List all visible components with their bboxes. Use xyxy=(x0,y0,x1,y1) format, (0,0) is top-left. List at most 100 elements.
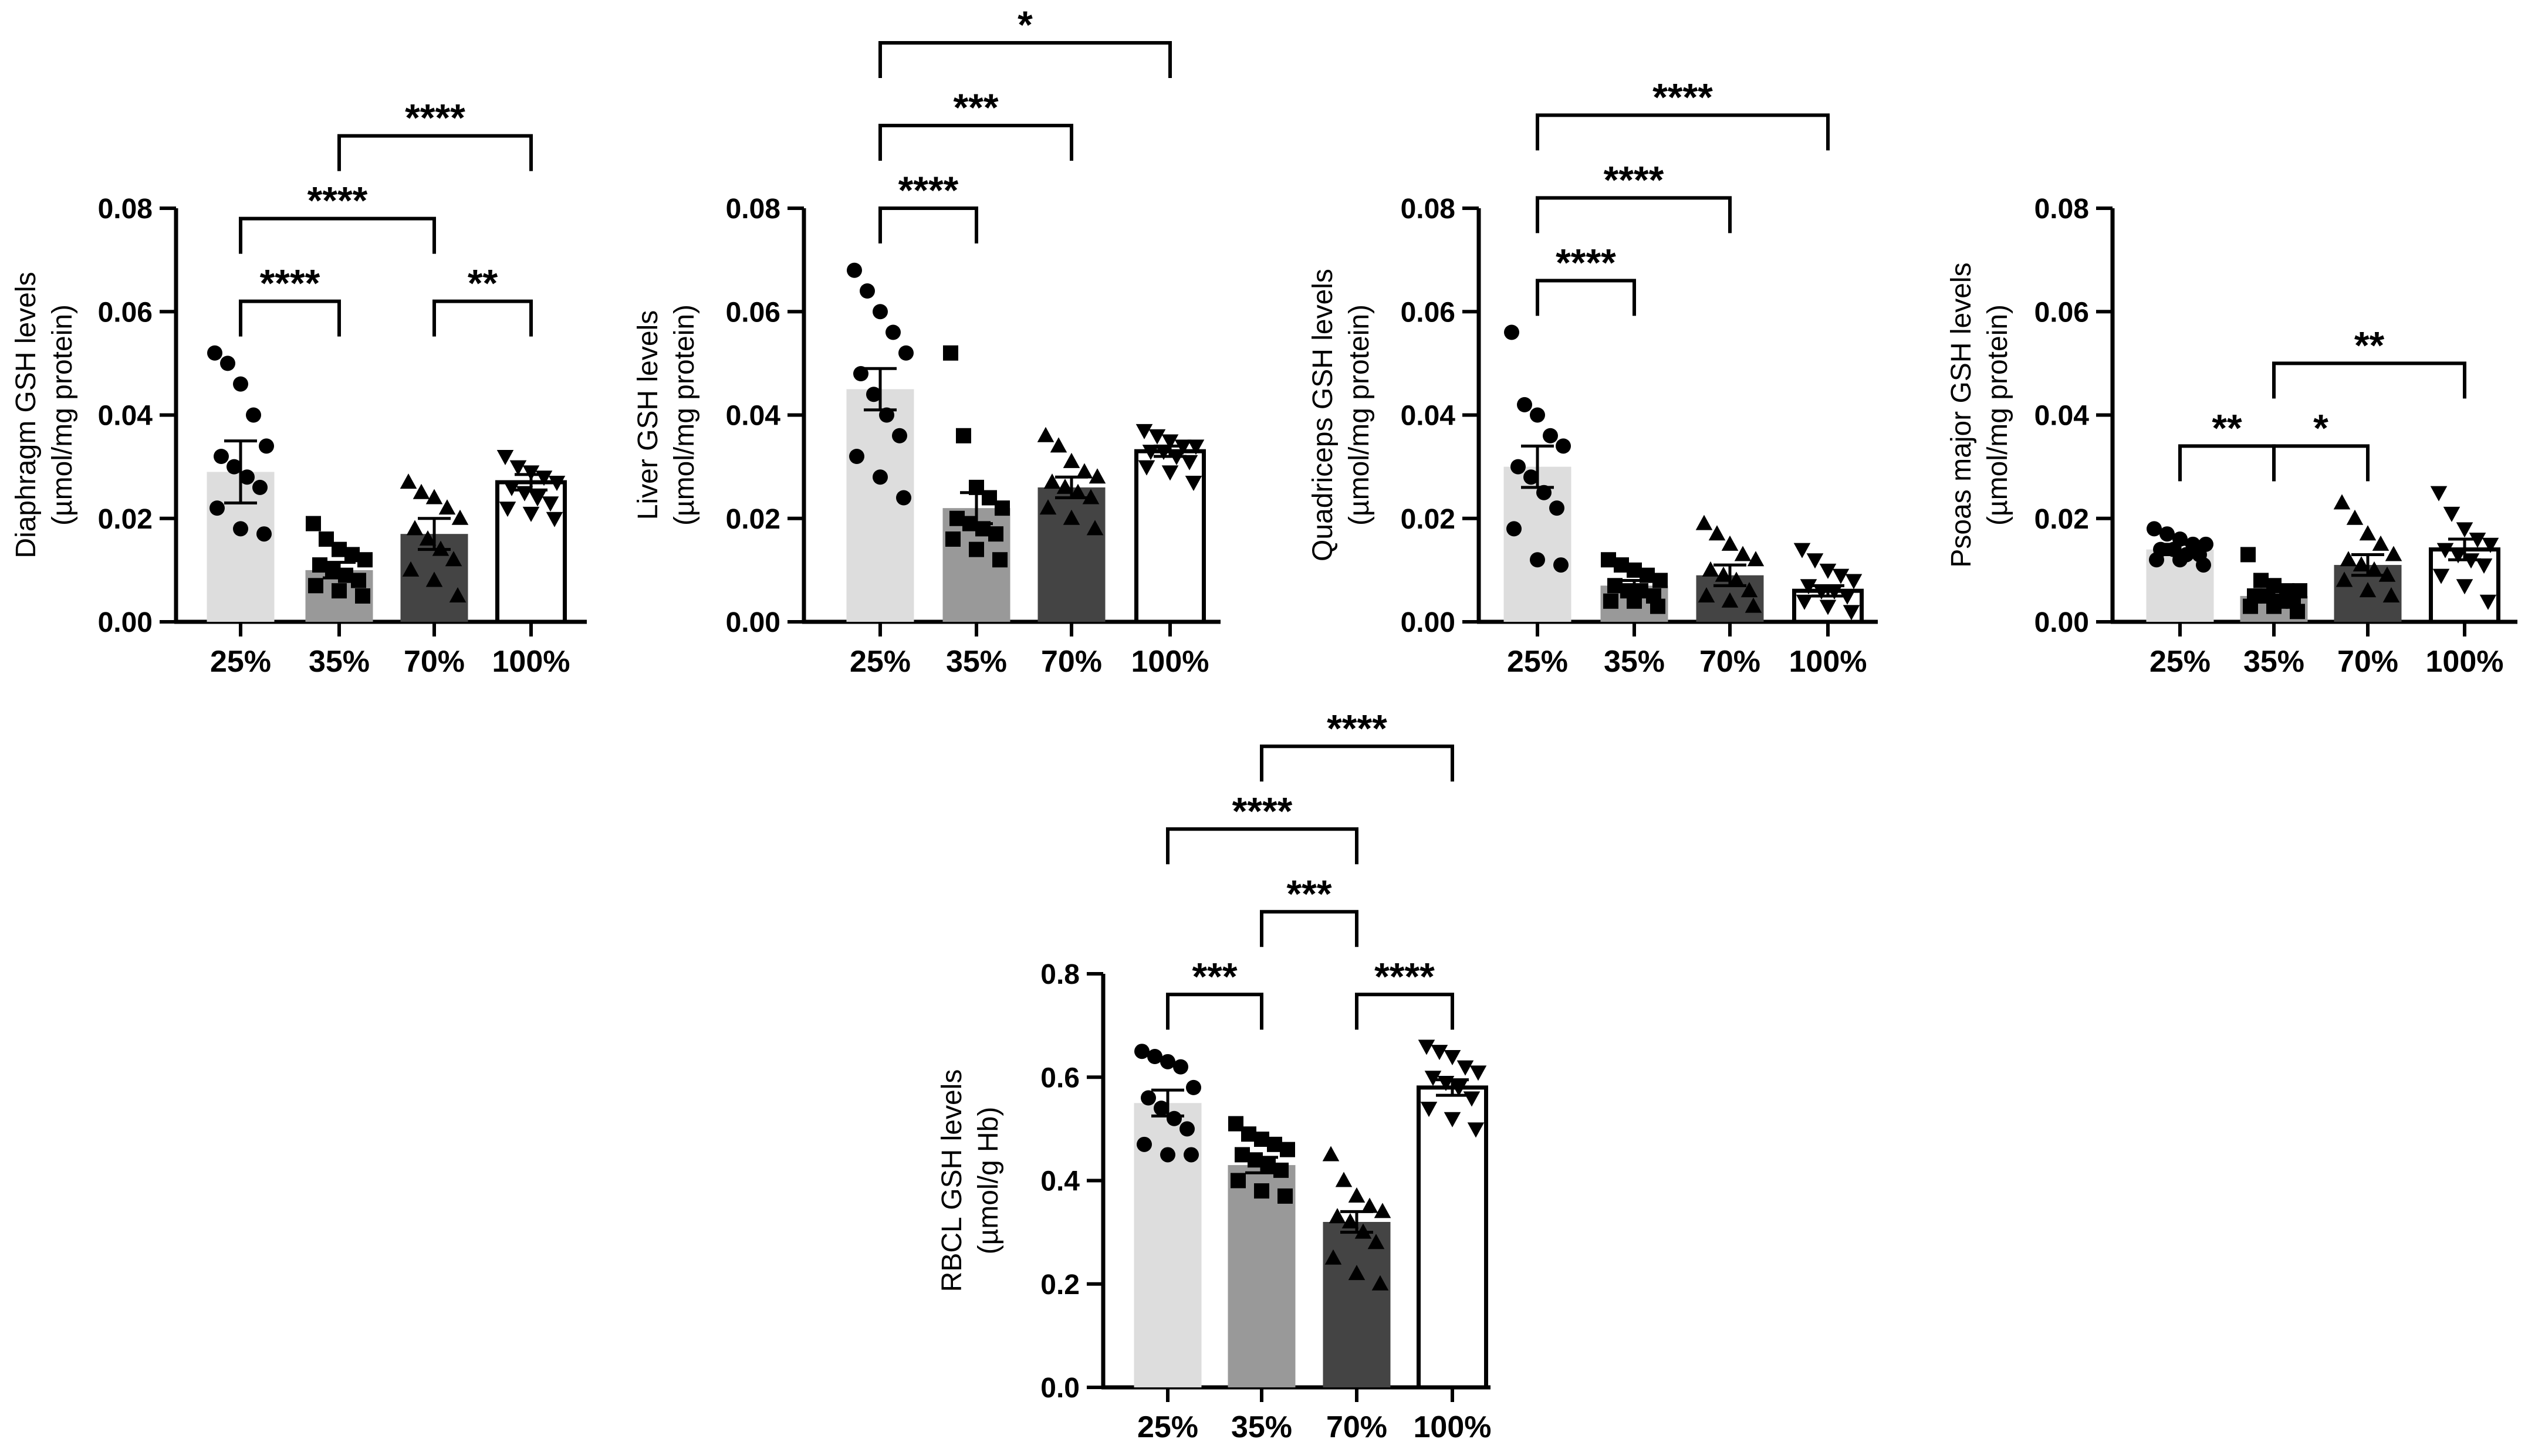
data-point xyxy=(233,376,248,392)
data-point xyxy=(1601,552,1616,568)
y-axis-title: Diaphragm GSH levels xyxy=(11,272,42,558)
y-axis-title: RBCL GSH levels xyxy=(937,1069,968,1292)
category-label: 100% xyxy=(1131,645,1209,679)
data-point xyxy=(1556,438,1571,454)
data-point xyxy=(2243,598,2258,614)
y-tick-label: 0.6 xyxy=(1040,1062,1080,1093)
significance-bracket xyxy=(1536,279,1636,316)
data-point xyxy=(1341,1213,1359,1229)
data-point xyxy=(2449,548,2467,564)
significance-label: **** xyxy=(405,96,465,140)
data-point xyxy=(1652,573,1668,588)
y-tick-label: 0.02 xyxy=(1401,504,1455,535)
data-point xyxy=(1037,426,1054,442)
data-point xyxy=(1420,1102,1438,1118)
data-point xyxy=(892,428,907,443)
data-point xyxy=(259,438,274,454)
data-point xyxy=(529,491,546,507)
significance-label: **** xyxy=(1232,789,1293,832)
data-point xyxy=(1348,1265,1366,1281)
data-point xyxy=(1523,469,1539,485)
data-point xyxy=(509,460,527,476)
y-tick-label: 0.06 xyxy=(98,297,153,328)
y-tick-label: 0.00 xyxy=(1401,607,1455,638)
data-point xyxy=(499,502,516,517)
significance-bracket xyxy=(2178,444,2276,482)
y-tick-label: 0.2 xyxy=(1040,1269,1080,1301)
significance-bracket xyxy=(1355,993,1454,1030)
data-point xyxy=(1135,424,1153,439)
data-point xyxy=(1056,478,1074,494)
data-point xyxy=(1179,1121,1195,1137)
significance-label: **** xyxy=(1604,158,1664,201)
data-point xyxy=(2353,556,2370,572)
data-point xyxy=(496,449,514,465)
data-point xyxy=(2385,546,2402,561)
data-point xyxy=(2147,521,2162,537)
significance-label: ** xyxy=(2354,323,2385,367)
bar xyxy=(846,389,914,622)
data-point xyxy=(2336,571,2353,587)
data-point xyxy=(956,428,971,443)
data-point xyxy=(1137,1136,1152,1152)
data-point xyxy=(1444,1049,1461,1065)
chart-panel-5: 0.0 0.2 0.4 0.6 0.8 RBCL GSH levels (µmol/g Hb… xyxy=(937,706,1492,1444)
y-tick-label: 0.02 xyxy=(98,504,153,535)
y-tick-label: 0.02 xyxy=(2034,504,2089,535)
data-point xyxy=(425,571,443,587)
y-tick-label: 0.08 xyxy=(1401,194,1455,225)
category-label: 70% xyxy=(1326,1410,1387,1444)
data-point xyxy=(873,469,888,485)
y-tick-label: 0.00 xyxy=(726,607,780,638)
data-point xyxy=(2240,547,2256,563)
data-point xyxy=(233,521,248,537)
data-point xyxy=(1715,566,1732,582)
significance-bracket xyxy=(1166,827,1358,865)
y-tick-label: 0.08 xyxy=(726,194,780,225)
y-axis-title: (µmol/mg protein) xyxy=(1982,304,2013,526)
data-point xyxy=(351,573,366,588)
data-point xyxy=(1050,437,1067,453)
category-label: 25% xyxy=(2149,645,2211,679)
data-point xyxy=(2382,587,2400,602)
data-point xyxy=(419,530,437,546)
data-point xyxy=(1154,1101,1169,1116)
significance-bracket xyxy=(878,124,1073,161)
data-point xyxy=(1335,1171,1353,1187)
category-label: 25% xyxy=(850,645,911,679)
data-point xyxy=(2340,551,2357,567)
data-point xyxy=(1517,397,1532,412)
significance-label: **** xyxy=(1652,75,1713,118)
data-point xyxy=(1510,459,1526,475)
significance-bracket xyxy=(1260,744,1454,782)
y-tick-label: 0.06 xyxy=(2034,297,2089,328)
data-point xyxy=(1603,593,1618,609)
data-point xyxy=(1793,543,1811,558)
data-point xyxy=(1734,546,1752,561)
y-tick-label: 0.00 xyxy=(2034,607,2089,638)
data-point xyxy=(1698,587,1715,602)
data-point xyxy=(896,490,911,506)
data-point xyxy=(2290,604,2305,619)
data-point xyxy=(1267,1136,1282,1152)
significance-label: **** xyxy=(307,179,368,222)
data-point xyxy=(239,469,255,485)
category-label: 100% xyxy=(2426,645,2504,679)
data-point xyxy=(246,407,261,423)
significance-label: *** xyxy=(1192,954,1237,998)
data-point xyxy=(849,449,864,464)
data-point xyxy=(1254,1183,1269,1199)
data-point xyxy=(1231,1173,1246,1188)
bar xyxy=(1323,1222,1391,1387)
significance-label: **** xyxy=(898,168,959,212)
data-point xyxy=(1553,557,1569,573)
category-label: 25% xyxy=(210,645,271,679)
data-point xyxy=(451,509,469,525)
data-point xyxy=(355,588,370,604)
data-point xyxy=(1845,574,1863,590)
significance-bracket xyxy=(878,206,978,243)
data-point xyxy=(945,531,961,547)
data-point xyxy=(2333,494,2351,510)
data-point xyxy=(1702,561,1719,577)
data-point xyxy=(2365,561,2383,577)
